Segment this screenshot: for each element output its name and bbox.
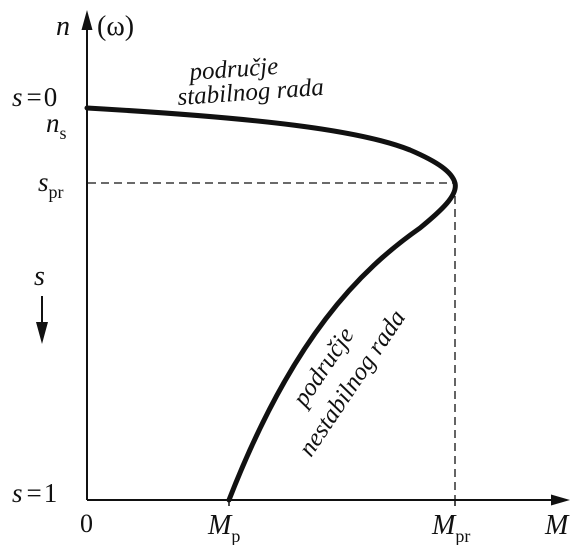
x-axis-label: M [544,510,570,541]
y-axis-label-omega: (ω) [97,11,134,42]
synchronous-speed-label: ns [46,108,67,143]
torque-speed-curve [84,105,458,503]
x-axis-arrow-icon [551,494,570,506]
breakdown-torque-label: Mpr [431,510,470,545]
breakdown-slip-label: spr [38,167,64,202]
origin-label: 0 [80,509,93,538]
slip-direction-arrow-icon [36,322,48,344]
s-one-label: s =1 [12,478,57,508]
slip-direction-label: s [34,261,45,292]
y-axis-label: n [56,11,70,42]
s-zero-label: s =0 [12,82,57,112]
starting-torque-label: Mp [207,510,240,545]
stable-region-label-line1: područje [187,53,280,86]
y-axis-arrow-icon [81,10,93,30]
